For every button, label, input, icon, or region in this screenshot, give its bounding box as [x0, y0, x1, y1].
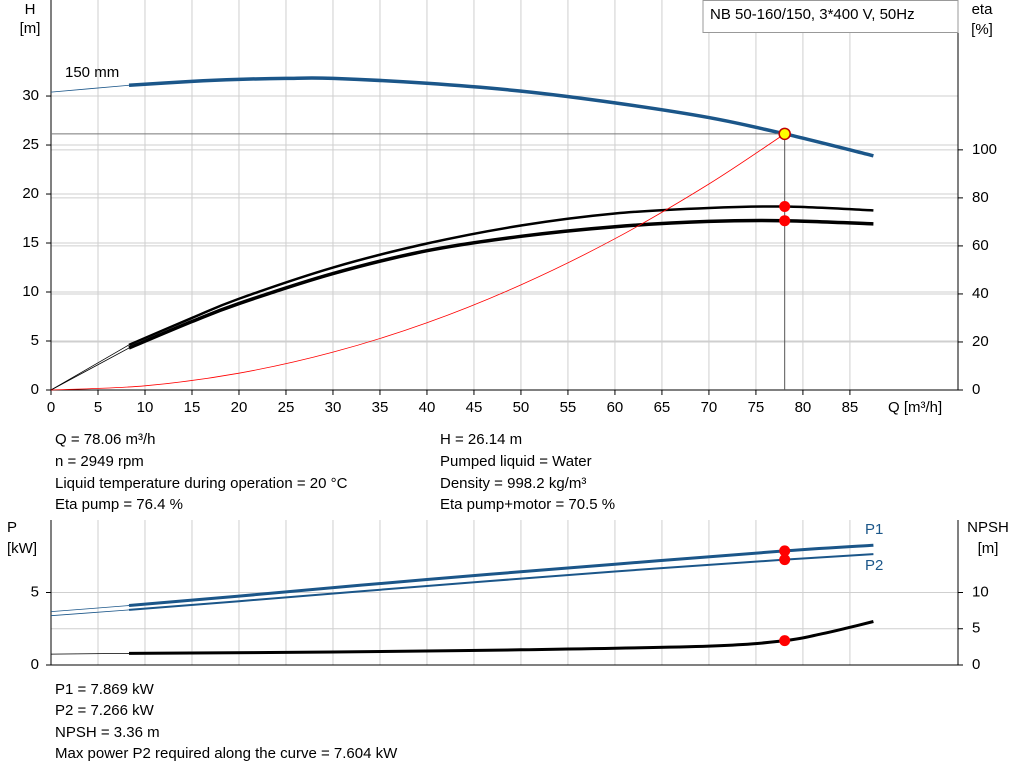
y2-tick-label: 20 — [972, 333, 989, 350]
y2-tick-label: 0 — [972, 381, 980, 398]
x-axis-label: Q [m³/h] — [888, 399, 942, 416]
y2-axis-label: NPSH — [967, 519, 1009, 536]
y2-tick-label: 80 — [972, 189, 989, 206]
curve — [128, 76, 874, 158]
y2-tick-label: 100 — [972, 141, 997, 158]
curve — [50, 84, 130, 93]
y-tick-label: 10 — [22, 283, 39, 300]
operating-point — [779, 215, 791, 227]
y-tick-label: 5 — [31, 583, 39, 600]
info-text: P1 = 7.869 kW — [55, 681, 155, 698]
info-text: Pumped liquid = Water — [440, 453, 592, 470]
info-text: Eta pump+motor = 70.5 % — [440, 496, 615, 513]
x-tick-label: 65 — [654, 399, 671, 416]
curve — [50, 609, 130, 617]
x-tick-label: 50 — [513, 399, 530, 416]
info-text: Max power P2 required along the curve = … — [55, 745, 398, 762]
y2-tick-label: 0 — [972, 656, 980, 673]
curve — [128, 543, 874, 608]
info-text: Q = 78.06 m³/h — [55, 431, 155, 448]
x-tick-label: 85 — [842, 399, 859, 416]
x-tick-label: 40 — [419, 399, 436, 416]
curve — [129, 620, 874, 655]
y-tick-label: 0 — [31, 381, 39, 398]
info-text: Liquid temperature during operation = 20… — [55, 475, 348, 492]
info-text: NPSH = 3.36 m — [55, 724, 160, 741]
y2-axis-unit: [%] — [971, 21, 993, 38]
x-tick-label: 10 — [137, 399, 154, 416]
curve — [50, 133, 785, 391]
x-tick-label: 70 — [701, 399, 718, 416]
x-tick-label: 75 — [748, 399, 765, 416]
info-text: H = 26.14 m — [440, 431, 522, 448]
x-tick-label: 0 — [47, 399, 55, 416]
x-tick-label: 55 — [560, 399, 577, 416]
y2-tick-label: 60 — [972, 237, 989, 254]
curve — [128, 205, 874, 347]
operating-point — [779, 554, 791, 566]
x-tick-label: 15 — [184, 399, 201, 416]
operating-point — [779, 201, 791, 213]
y-tick-label: 20 — [22, 185, 39, 202]
x-tick-label: 35 — [372, 399, 389, 416]
chart-title: NB 50-160/150, 3*400 V, 50Hz — [710, 6, 915, 23]
y2-tick-label: 40 — [972, 285, 989, 302]
curve — [128, 218, 874, 350]
y2-tick-label: 10 — [972, 583, 989, 600]
y-tick-label: 0 — [31, 656, 39, 673]
series-label: P1 — [865, 521, 883, 538]
operating-point — [779, 545, 791, 557]
y2-axis-label: eta — [972, 1, 994, 18]
curve — [50, 347, 130, 391]
curve — [50, 653, 130, 655]
operating-point — [779, 635, 791, 647]
info-text: n = 2949 rpm — [55, 453, 144, 470]
x-tick-label: 25 — [278, 399, 295, 416]
y-tick-label: 15 — [22, 234, 39, 251]
x-tick-label: 30 — [325, 399, 342, 416]
curve-label: 150 mm — [65, 64, 119, 81]
y2-tick-label: 5 — [972, 620, 980, 637]
operating-point — [778, 127, 791, 141]
series-label: P2 — [865, 557, 883, 574]
title-box — [702, 0, 959, 33]
x-tick-label: 20 — [231, 399, 248, 416]
y-axis-label: H — [25, 1, 36, 18]
y-tick-label: 5 — [31, 332, 39, 349]
info-text: P2 = 7.266 kW — [55, 702, 155, 719]
y-tick-label: 25 — [22, 136, 39, 153]
y-axis-unit: [kW] — [7, 540, 37, 557]
info-text: Eta pump = 76.4 % — [55, 496, 183, 513]
y2-axis-unit: [m] — [978, 540, 999, 557]
info-text: Density = 998.2 kg/m³ — [440, 475, 586, 492]
curve — [50, 344, 130, 391]
curve — [128, 553, 874, 611]
y-axis-label: P — [7, 519, 17, 536]
y-axis-unit: [m] — [20, 20, 41, 37]
x-tick-label: 45 — [466, 399, 483, 416]
curve — [50, 605, 130, 613]
x-tick-label: 80 — [795, 399, 812, 416]
x-tick-label: 5 — [94, 399, 102, 416]
y-tick-label: 30 — [22, 87, 39, 104]
x-tick-label: 60 — [607, 399, 624, 416]
